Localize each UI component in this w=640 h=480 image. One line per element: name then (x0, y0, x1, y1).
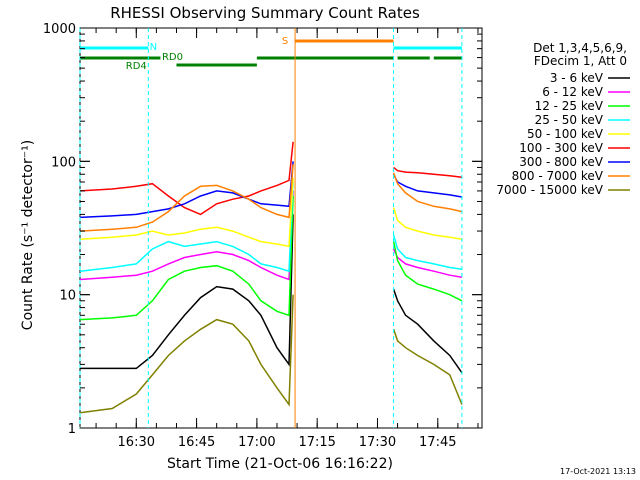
state-label-s: S (282, 36, 288, 47)
legend-header: FDecim 1, Att 0 (534, 54, 627, 68)
series-line (79, 190, 294, 281)
plot-frame (79, 27, 483, 429)
chart-title: RHESSI Observing Summary Count Rates (110, 4, 420, 22)
x-tick-label: 16:30 (118, 435, 155, 450)
state-label-rd0: RD0 (162, 52, 183, 63)
legend-header: Det 1,3,4,5,6,9, (533, 41, 627, 55)
state-label-rd4: RD4 (126, 61, 147, 72)
y-tick-label: 100 (51, 155, 76, 170)
series-line (79, 141, 294, 216)
series-line (392, 207, 463, 241)
series-line (79, 195, 294, 321)
x-tick-label: 16:45 (178, 435, 215, 450)
x-tick-label: 17:00 (238, 435, 275, 450)
legend-label: 6 - 12 keV (542, 85, 604, 99)
legend-label: 800 - 7000 keV (512, 169, 604, 183)
x-tick-label: 17:45 (419, 435, 456, 450)
y-tick-label: 10 (59, 289, 76, 304)
timestamp: 17-Oct-2021 13:13 (560, 467, 636, 476)
series-line (79, 164, 294, 232)
y-tick-label: 1 (68, 422, 76, 437)
series-line (79, 181, 294, 273)
x-tick-label: 17:15 (298, 435, 335, 450)
series-line (392, 172, 463, 213)
series-line (392, 288, 463, 374)
y-axis-label: Count Rate (s⁻¹ detector⁻¹) (20, 140, 36, 330)
series-line (392, 241, 463, 302)
series-line (79, 294, 294, 414)
legend-label: 3 - 6 keV (550, 71, 604, 85)
legend-label: 25 - 50 keV (535, 113, 604, 127)
series-line (392, 173, 463, 198)
series-line (79, 161, 294, 219)
x-axis-label: Start Time (21-Oct-06 16:16:22) (167, 456, 393, 472)
legend-label: 7000 - 15000 keV (496, 183, 603, 197)
series-line (80, 214, 294, 370)
series-line (79, 177, 294, 248)
series-line (393, 166, 462, 178)
series-line (392, 329, 463, 405)
series-line (392, 234, 463, 271)
y-tick-label: 1000 (43, 22, 76, 37)
x-tick-label: 17:30 (359, 435, 396, 450)
legend-label: 300 - 800 keV (519, 155, 603, 169)
legend-label: 100 - 300 keV (519, 141, 603, 155)
legend-label: 50 - 100 keV (527, 127, 604, 141)
state-label-n: N (150, 42, 157, 53)
legend-label: 12 - 25 keV (535, 99, 604, 113)
